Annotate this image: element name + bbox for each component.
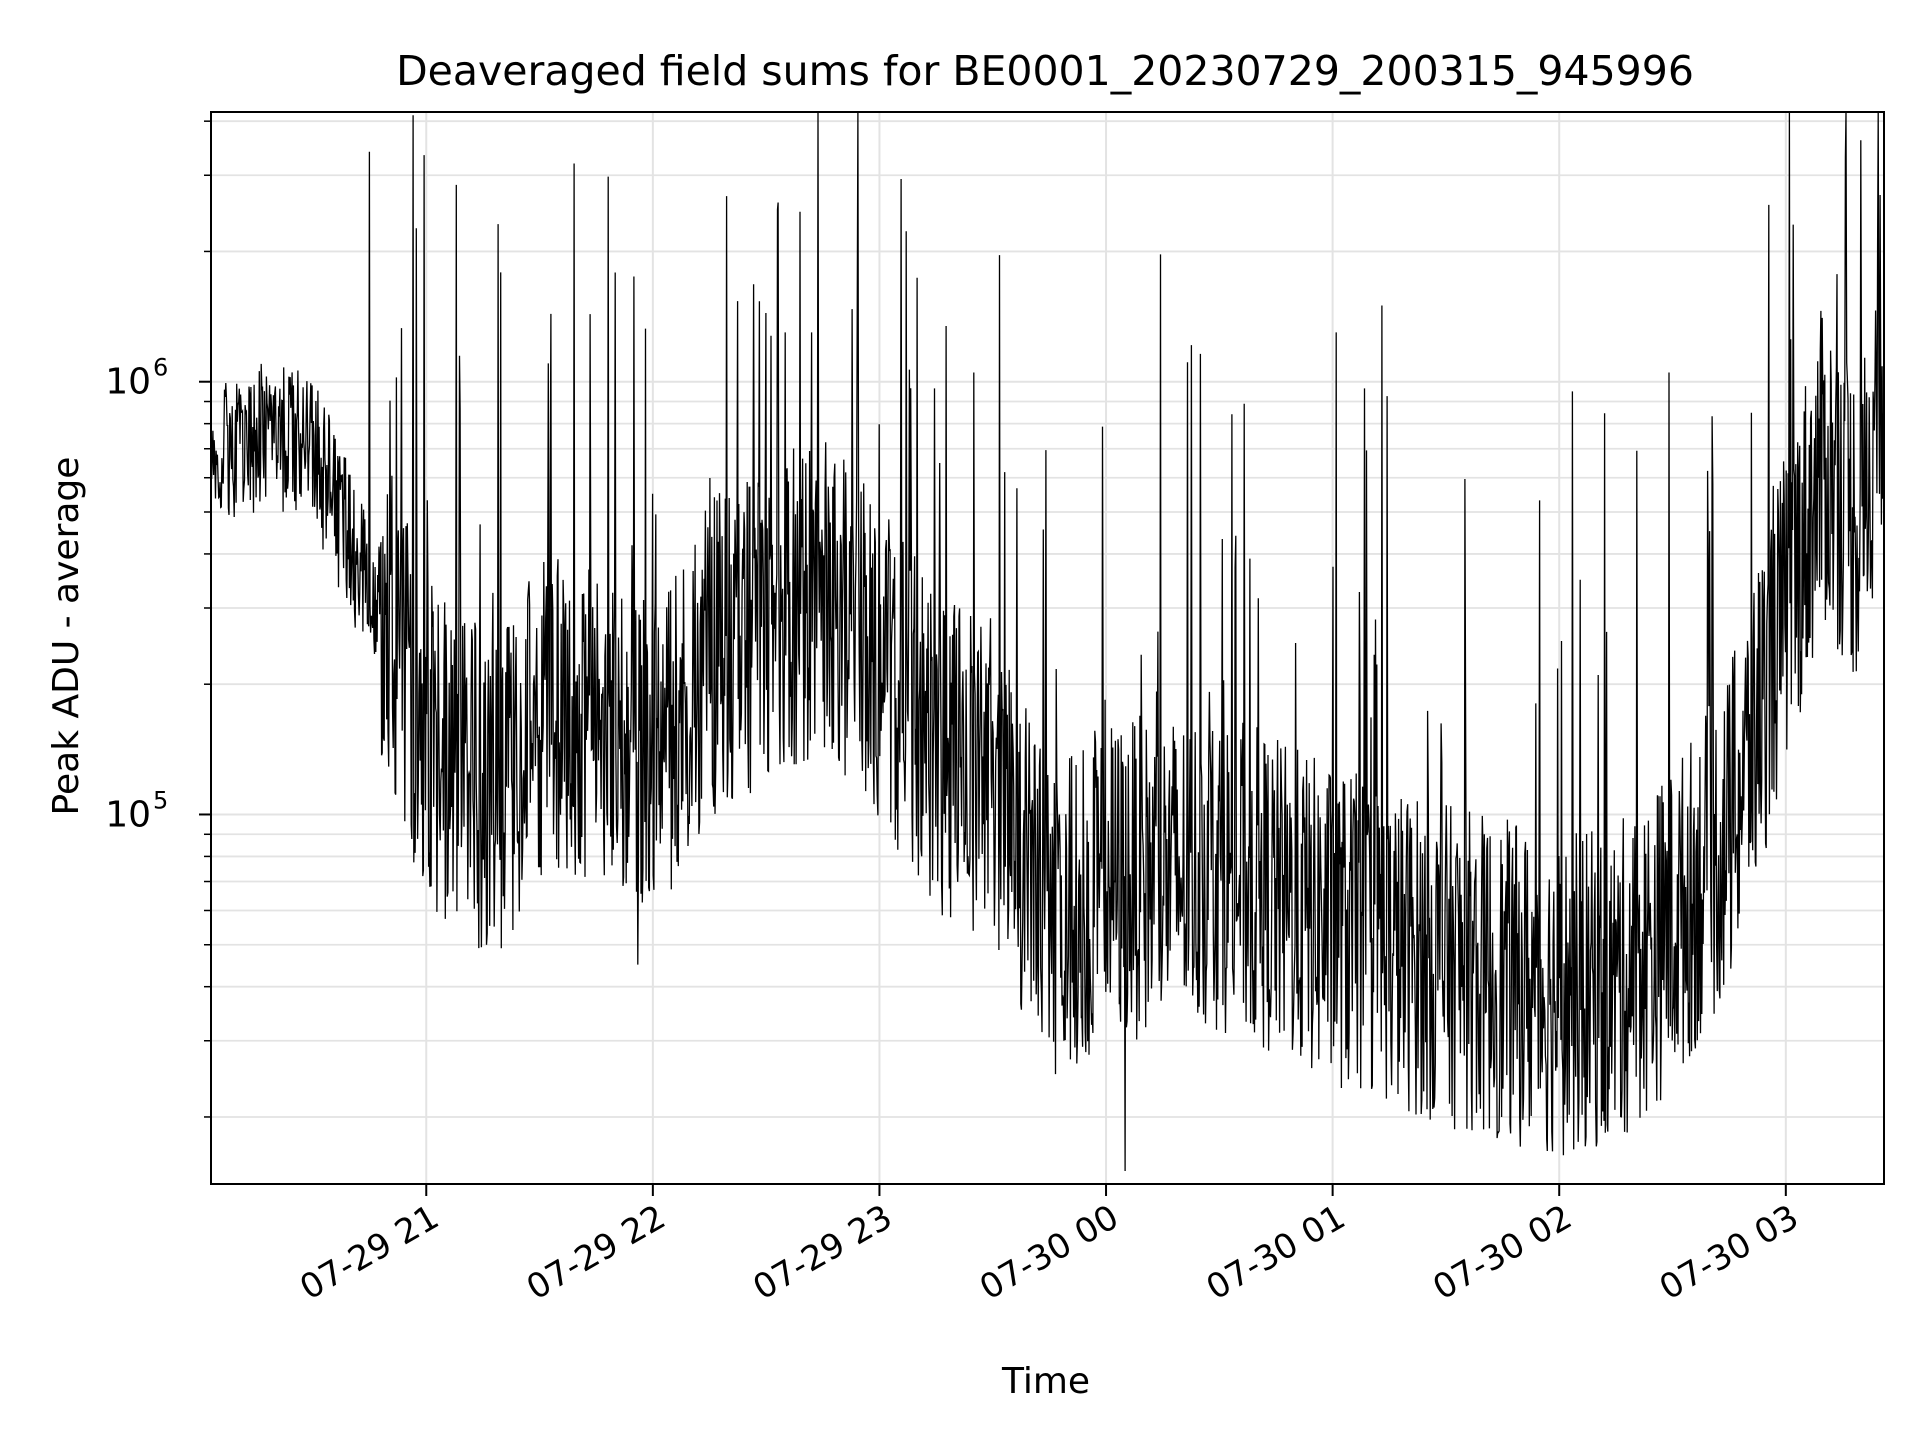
series-line [210, 111, 1885, 1172]
y-axis-label: Peak ADU - average [46, 457, 87, 816]
y-tick-label-exponent: 5 [153, 786, 168, 814]
y-tick-label-exponent: 6 [153, 354, 168, 382]
y-tick-label: 10 5 [105, 786, 168, 835]
plot-frame [210, 111, 1885, 1185]
chart-title: Deaveraged field sums for BE0001_2023072… [396, 47, 1694, 95]
series-layer [210, 111, 1885, 1172]
y-tick-label-base: 10 [105, 362, 151, 403]
y-tick-label: 10 6 [105, 354, 168, 403]
x-axis-label: Time [1001, 1361, 1090, 1402]
y-tick-label-base: 10 [105, 794, 151, 835]
